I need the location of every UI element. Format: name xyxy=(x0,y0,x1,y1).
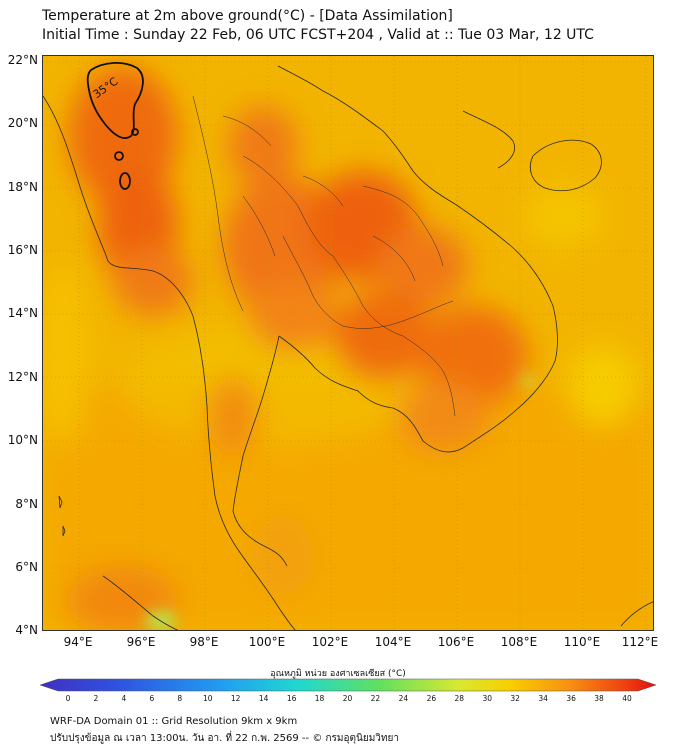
temperature-shading xyxy=(43,66,653,630)
colorbar-tick-label: 32 xyxy=(510,694,520,703)
lon-label: 96°E xyxy=(126,635,156,649)
colorbar-tick-label: 26 xyxy=(426,694,437,703)
lat-label: 6°N xyxy=(15,560,38,574)
lon-label: 110°E xyxy=(563,635,601,649)
lat-label: 10°N xyxy=(7,433,38,447)
lon-label: 104°E xyxy=(374,635,412,649)
map-canvas: 35°C xyxy=(43,56,653,630)
temperature-map[interactable]: 35°C xyxy=(42,55,654,631)
chart-title: Temperature at 2m above ground(°C) - [Da… xyxy=(42,7,594,45)
contour-35c xyxy=(86,62,144,190)
province-borders xyxy=(192,95,456,417)
colorbar-tick-label: 0 xyxy=(65,694,71,703)
colorbar-tick-label: 12 xyxy=(230,694,241,703)
colorbar-gradient xyxy=(40,678,656,692)
colorbar-tick-label: 30 xyxy=(482,694,493,703)
colorbar-tick-label: 8 xyxy=(177,694,183,703)
colorbar-tick-label: 38 xyxy=(594,694,604,703)
colorbar-tick-label: 16 xyxy=(286,694,297,703)
lon-label: 98°E xyxy=(189,635,219,649)
colorbar xyxy=(40,678,656,692)
colorbar-tick-label: 14 xyxy=(258,694,269,703)
colorbar-tick-label: 4 xyxy=(121,694,127,703)
coastlines xyxy=(43,65,653,630)
colorbar-tick-label: 40 xyxy=(622,694,632,703)
colorbar-tick-label: 36 xyxy=(566,694,576,703)
lon-label: 94°E xyxy=(63,635,93,649)
lon-label: 102°E xyxy=(311,635,349,649)
lat-label: 8°N xyxy=(15,497,38,511)
colorbar-title: อุณหภูมิ หน่วย องศาเซลเซียส (°C) xyxy=(270,669,406,679)
footer-line-1: WRF-DA Domain 01 :: Grid Resolution 9km … xyxy=(50,716,298,727)
lon-label: 112°E xyxy=(621,635,659,649)
colorbar-tick-label: 24 xyxy=(398,694,409,703)
lat-label: 18°N xyxy=(7,180,38,194)
lat-label: 20°N xyxy=(7,116,38,130)
lat-label: 4°N xyxy=(15,623,38,637)
colorbar-tick-label: 28 xyxy=(454,694,465,703)
colorbar-tick-label: 2 xyxy=(93,694,99,703)
colorbar-tick-label: 22 xyxy=(370,694,381,703)
colorbar-tick-label: 10 xyxy=(202,694,213,703)
lon-label: 108°E xyxy=(500,635,538,649)
lat-label: 22°N xyxy=(7,53,38,67)
graticule xyxy=(43,56,653,630)
title-line-1: Temperature at 2m above ground(°C) - [Da… xyxy=(42,8,453,24)
lat-label: 12°N xyxy=(7,370,38,384)
colorbar-tick-label: 18 xyxy=(314,694,325,703)
lon-label: 100°E xyxy=(248,635,286,649)
colorbar-tick-label: 20 xyxy=(342,694,353,703)
colorbar-tick-label: 6 xyxy=(149,694,155,703)
lon-label: 106°E xyxy=(437,635,475,649)
lat-label: 14°N xyxy=(7,306,38,320)
footer-line-2: ปรับปรุงข้อมูล ณ เวลา 13:00น. วัน อา. ที… xyxy=(50,733,399,744)
title-line-2: Initial Time : Sunday 22 Feb, 06 UTC FCS… xyxy=(42,27,594,43)
colorbar-tick-label: 34 xyxy=(538,694,548,703)
lat-label: 16°N xyxy=(7,243,38,257)
